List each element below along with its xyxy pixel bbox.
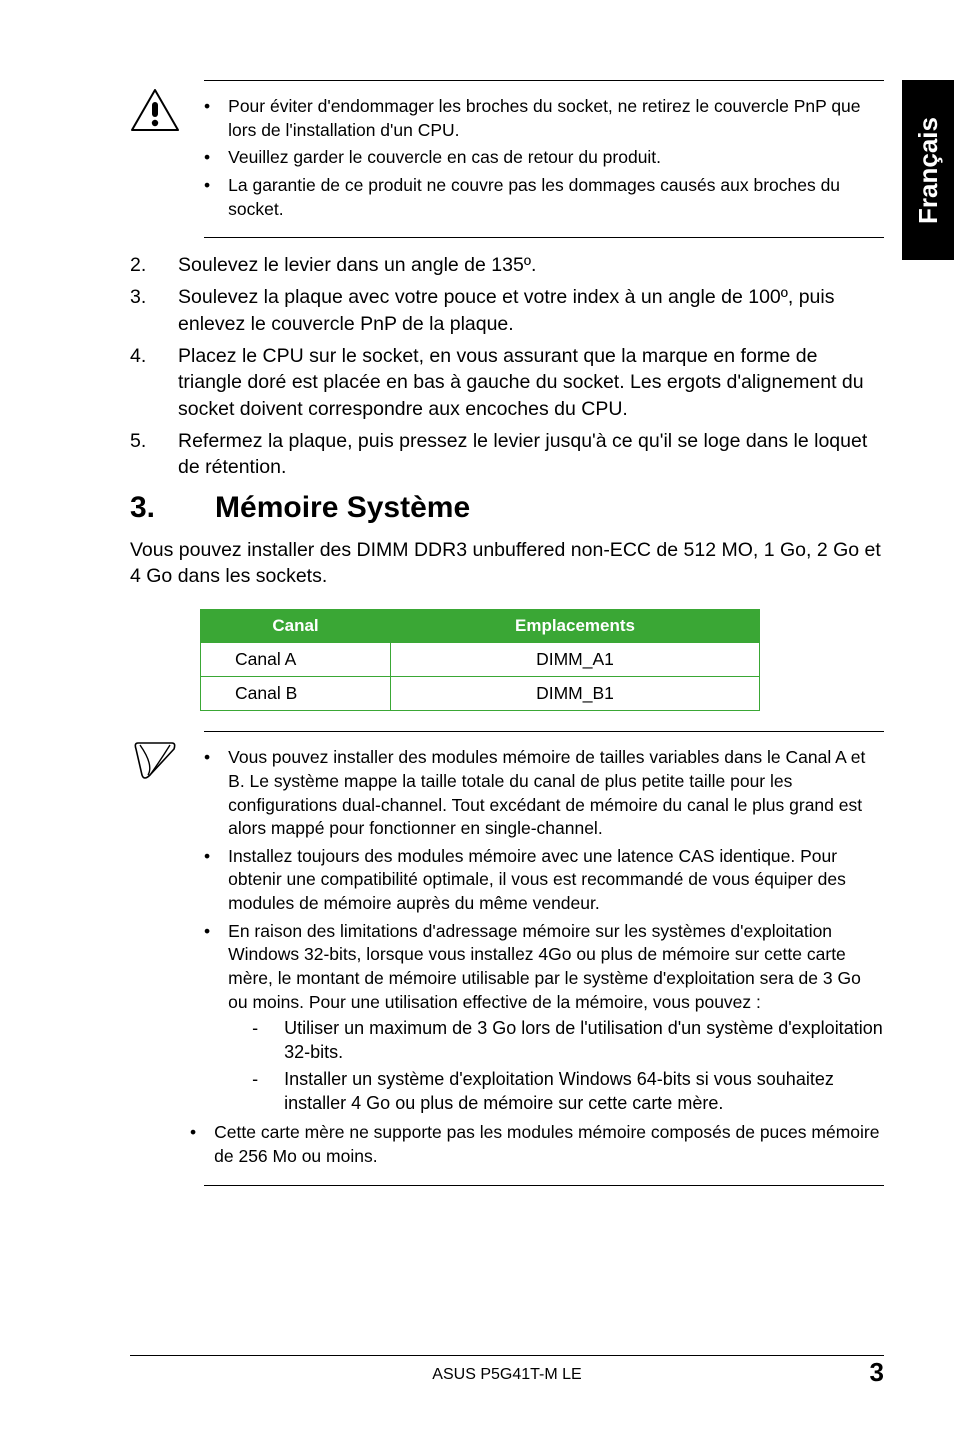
- step-num: 3.: [130, 284, 150, 337]
- step-text: Refermez la plaque, puis pressez le levi…: [178, 428, 884, 481]
- note-subtext: Installer un système d'exploitation Wind…: [284, 1067, 884, 1116]
- language-tab: Français: [902, 80, 954, 260]
- table-cell: Canal B: [201, 677, 391, 711]
- note-block: Vous pouvez installer des modules mémoir…: [130, 731, 884, 1185]
- table-row: Canal B DIMM_B1: [201, 677, 760, 711]
- note-sublist: Utiliser un maximum de 3 Go lors de l'ut…: [252, 1016, 884, 1115]
- warning-item: La garantie de ce produit ne couvre pas …: [204, 174, 884, 221]
- step-num: 5.: [130, 428, 150, 481]
- note-text: En raison des limitations d'adressage mé…: [228, 921, 861, 1012]
- note-item: Cette carte mère ne supporte pas les mod…: [190, 1121, 884, 1168]
- note-subitem: Utiliser un maximum de 3 Go lors de l'ut…: [252, 1016, 884, 1065]
- warning-text: La garantie de ce produit ne couvre pas …: [228, 174, 884, 221]
- warning-box: Pour éviter d'endommager les broches du …: [204, 80, 884, 238]
- note-item: Vous pouvez installer des modules mémoir…: [204, 746, 884, 841]
- step-item: 4. Placez le CPU sur le socket, en vous a…: [130, 343, 884, 422]
- step-num: 2.: [130, 252, 150, 278]
- page-number: 3: [870, 1357, 884, 1388]
- section-intro: Vous pouvez installer des DIMM DDR3 unbu…: [130, 537, 884, 590]
- step-list: 2. Soulevez le levier dans un angle de 13…: [130, 252, 884, 481]
- language-tab-label: Français: [913, 117, 944, 224]
- step-item: 5. Refermez la plaque, puis pressez le le…: [130, 428, 884, 481]
- warning-icon: [130, 88, 180, 137]
- step-item: 2. Soulevez le levier dans un angle de 13…: [130, 252, 884, 278]
- warning-item: Veuillez garder le couvercle en cas de r…: [204, 146, 884, 170]
- warning-block: Pour éviter d'endommager les broches du …: [130, 80, 884, 238]
- memory-table: Canal Emplacements Canal A DIMM_A1 Canal…: [200, 609, 760, 711]
- step-num: 4.: [130, 343, 150, 422]
- warning-text: Veuillez garder le couvercle en cas de r…: [228, 146, 661, 170]
- step-text: Soulevez la plaque avec votre pouce et v…: [178, 284, 884, 337]
- page-footer: ASUS P5G41T-M LE: [130, 1355, 884, 1384]
- note-box: Vous pouvez installer des modules mémoir…: [204, 731, 884, 1185]
- note-text: Vous pouvez installer des modules mémoir…: [228, 746, 884, 841]
- footer-text: ASUS P5G41T-M LE: [432, 1366, 581, 1384]
- note-item: Installez toujours des modules mémoire a…: [204, 845, 884, 916]
- memory-table-wrap: Canal Emplacements Canal A DIMM_A1 Canal…: [200, 609, 884, 711]
- table-cell: DIMM_B1: [391, 677, 760, 711]
- note-list: Vous pouvez installer des modules mémoir…: [204, 746, 884, 1168]
- section-title: Mémoire Système: [215, 491, 470, 525]
- table-row: Canal A DIMM_A1: [201, 643, 760, 677]
- note-subtext: Utiliser un maximum de 3 Go lors de l'ut…: [284, 1016, 884, 1065]
- step-text: Soulevez le levier dans un angle de 135º…: [178, 252, 536, 278]
- note-icon: [130, 735, 180, 790]
- step-item: 3. Soulevez la plaque avec votre pouce et…: [130, 284, 884, 337]
- table-cell: DIMM_A1: [391, 643, 760, 677]
- step-text: Placez le CPU sur le socket, en vous ass…: [178, 343, 884, 422]
- warning-list: Pour éviter d'endommager les broches du …: [204, 95, 884, 221]
- section-heading: 3. Mémoire Système: [130, 491, 884, 525]
- table-header: Emplacements: [391, 610, 760, 643]
- warning-item: Pour éviter d'endommager les broches du …: [204, 95, 884, 142]
- note-subitem: Installer un système d'exploitation Wind…: [252, 1067, 884, 1116]
- table-cell: Canal A: [201, 643, 391, 677]
- section-number: 3.: [130, 491, 155, 525]
- note-item: En raison des limitations d'adressage mé…: [204, 920, 884, 1118]
- note-text: Cette carte mère ne supporte pas les mod…: [214, 1121, 884, 1168]
- table-header: Canal: [201, 610, 391, 643]
- note-text: Installez toujours des modules mémoire a…: [228, 845, 884, 916]
- warning-text: Pour éviter d'endommager les broches du …: [228, 95, 884, 142]
- page-content: Pour éviter d'endommager les broches du …: [0, 0, 954, 1186]
